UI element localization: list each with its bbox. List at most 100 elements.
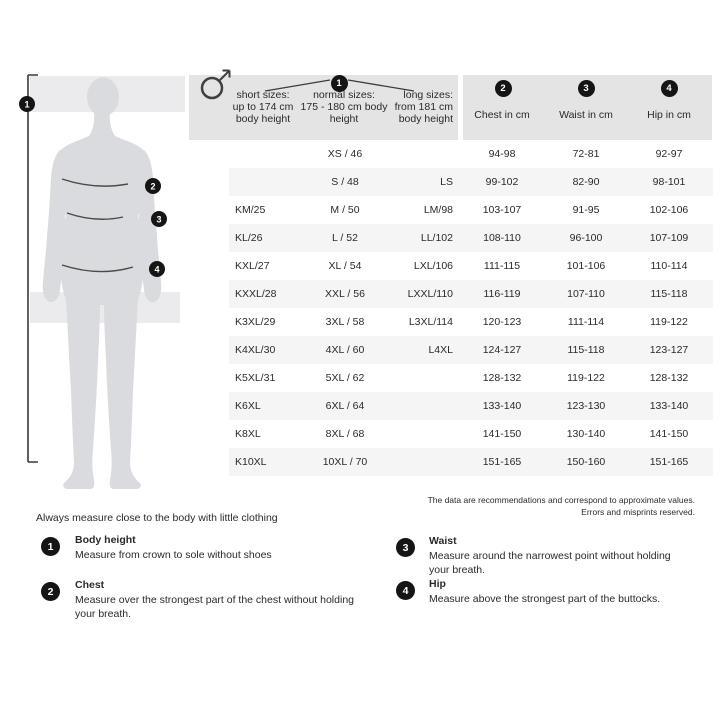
figure-badge-1 bbox=[19, 96, 35, 112]
table-cell: K6XL bbox=[235, 400, 261, 412]
table-cell: 141-150 bbox=[482, 428, 522, 440]
table-cell: 102-106 bbox=[649, 204, 689, 216]
long-sizes-line3: body height bbox=[398, 113, 453, 125]
table-cell: 10XL / 70 bbox=[322, 456, 368, 468]
table-cell: KM/25 bbox=[235, 204, 266, 216]
table-row: S / 48 LS 99-102 82-90 98-101 bbox=[229, 168, 713, 196]
long-sizes-line2: from 181 cm bbox=[394, 101, 453, 113]
table-cell: K5XL/31 bbox=[235, 372, 276, 384]
table-cell: LXXL/110 bbox=[407, 288, 453, 300]
table-cell: L3XL/114 bbox=[408, 316, 453, 328]
table-cell: 92-97 bbox=[655, 148, 683, 160]
table-cell: 82-90 bbox=[572, 176, 600, 188]
table-cell: 150-160 bbox=[566, 456, 606, 468]
figure-badge-2-num: 2 bbox=[150, 182, 155, 192]
table-cell: L4XL bbox=[428, 344, 453, 356]
table-cell: 151-165 bbox=[649, 456, 689, 468]
table-cell: LXL/106 bbox=[413, 260, 453, 272]
legend-desc-body-height: Measure from crown to sole without shoes bbox=[75, 549, 272, 561]
header-badge-waist: 3 bbox=[577, 79, 595, 97]
table-cell: 107-110 bbox=[567, 288, 605, 300]
table-cell: 128-132 bbox=[649, 372, 689, 384]
legend-desc-chest: Measure over the strongest part of the c… bbox=[75, 594, 354, 620]
disclaimer: The data are recommendations and corresp… bbox=[428, 494, 695, 518]
table-row: KXL/27 XL / 54 LXL/106 111-115 101-106 110-11… bbox=[229, 252, 713, 280]
legend-title-chest: Chest bbox=[75, 579, 105, 591]
header-badge-hip: 4 bbox=[660, 79, 678, 97]
header-col-hip: Hip in cm bbox=[647, 109, 691, 121]
table-row: K3XL/29 3XL / 58 L3XL/114 120-123 111-114 119… bbox=[229, 308, 713, 336]
table-row: K6XL 6XL / 64 133-140 123-130 133-140 bbox=[229, 392, 713, 420]
table-cell: 8XL / 68 bbox=[325, 428, 365, 440]
badge1-connector-lines bbox=[264, 79, 415, 92]
table-row: K8XL 8XL / 68 141-150 130-140 141-150 bbox=[229, 420, 713, 448]
short-sizes-line1: short sizes: bbox=[236, 89, 290, 101]
height-measure-line bbox=[27, 74, 38, 463]
body-measure-curves bbox=[61, 178, 134, 273]
figure-badge-2 bbox=[145, 178, 161, 194]
figure-badge-4-num: 4 bbox=[154, 265, 159, 275]
figure-badges: 1 2 3 4 bbox=[19, 96, 167, 277]
table-cell: 124-127 bbox=[482, 344, 522, 356]
disclaimer-line1: The data are recommendations and corresp… bbox=[427, 495, 695, 505]
header-col-waist: Waist in cm bbox=[559, 109, 613, 121]
legend-badge-chest: 2 bbox=[41, 582, 60, 601]
table-cell: 141-150 bbox=[649, 428, 689, 440]
header-col-chest: Chest in cm bbox=[474, 109, 530, 121]
table-cell: LL/102 bbox=[420, 232, 453, 244]
table-cell: 6XL / 64 bbox=[325, 400, 365, 412]
table-cell: 108-110 bbox=[483, 232, 521, 244]
legend-badge-2-num: 2 bbox=[47, 585, 54, 598]
table-cell: 119-122 bbox=[567, 372, 605, 384]
table-cell: 111-115 bbox=[483, 260, 521, 272]
figure-badge-3-num: 3 bbox=[156, 215, 161, 225]
table-cell: 130-140 bbox=[566, 428, 606, 440]
table-cell: XS / 46 bbox=[327, 148, 363, 160]
table-row: XS / 46 94-98 72-81 92-97 bbox=[229, 140, 713, 168]
figure-badge-3 bbox=[151, 211, 167, 227]
chest-badge-num: 2 bbox=[500, 82, 506, 94]
table-row: K4XL/30 4XL / 60 L4XL 124-127 115-118 123-127 bbox=[229, 336, 713, 364]
table-cell: KXL/27 bbox=[235, 260, 270, 272]
table-cell: L / 52 bbox=[332, 232, 358, 244]
table-cell: LM/98 bbox=[423, 204, 453, 216]
table-cell: 151-165 bbox=[482, 456, 522, 468]
table-cell: 115-118 bbox=[567, 344, 605, 356]
table-row: K5XL/31 5XL / 62 128-132 119-122 128-132 bbox=[229, 364, 713, 392]
table-cell: 133-140 bbox=[482, 400, 522, 412]
table-cell: 128-132 bbox=[482, 372, 522, 384]
header-badge-chest: 2 bbox=[494, 79, 512, 97]
body-silhouette bbox=[42, 77, 162, 489]
waist-curve bbox=[66, 212, 124, 220]
table-cell: 3XL / 58 bbox=[325, 316, 365, 328]
header-col-long-sizes: long sizes: from 181 cm body height bbox=[353, 89, 453, 125]
legend-badge-hip: 4 bbox=[396, 581, 415, 600]
legend-intro: Always measure close to the body with li… bbox=[36, 512, 278, 524]
table-cell: 119-122 bbox=[650, 316, 688, 328]
table-cell: 94-98 bbox=[488, 148, 516, 160]
table-cell: 110-114 bbox=[650, 260, 688, 272]
table-cell: 5XL / 62 bbox=[325, 372, 365, 384]
legend-badge-body-height: 1 bbox=[41, 537, 60, 556]
normal-sizes-line2: 175 - 180 cm body bbox=[300, 101, 388, 113]
table-cell: 99-102 bbox=[485, 176, 519, 188]
table-row: KXXL/28 XXL / 56 LXXL/110 116-119 107-110 115… bbox=[229, 280, 713, 308]
table-cell: 120-123 bbox=[482, 316, 522, 328]
table-cell: 96-100 bbox=[569, 232, 603, 244]
table-cell: 111-114 bbox=[567, 316, 605, 328]
table-cell: 91-95 bbox=[572, 204, 600, 216]
header-band-sizes bbox=[189, 75, 458, 140]
table-cell: 115-118 bbox=[650, 288, 688, 300]
table-cell: KXXL/28 bbox=[235, 288, 277, 300]
header-badge-body-height: 1 bbox=[330, 74, 348, 92]
legend-badge-1-num: 1 bbox=[47, 540, 54, 553]
table-row: KL/26 L / 52 LL/102 108-110 96-100 107-109 bbox=[229, 224, 713, 252]
legend-item-waist: Waist Measure around the narrowest point… bbox=[429, 534, 679, 577]
legend-title-waist: Waist bbox=[429, 535, 457, 547]
table-cell: 103-107 bbox=[482, 204, 522, 216]
legend-badge-3-num: 3 bbox=[402, 541, 409, 554]
table-cell: K8XL bbox=[235, 428, 261, 440]
table-cell: 98-101 bbox=[652, 176, 686, 188]
table-cell: 101-106 bbox=[566, 260, 606, 272]
